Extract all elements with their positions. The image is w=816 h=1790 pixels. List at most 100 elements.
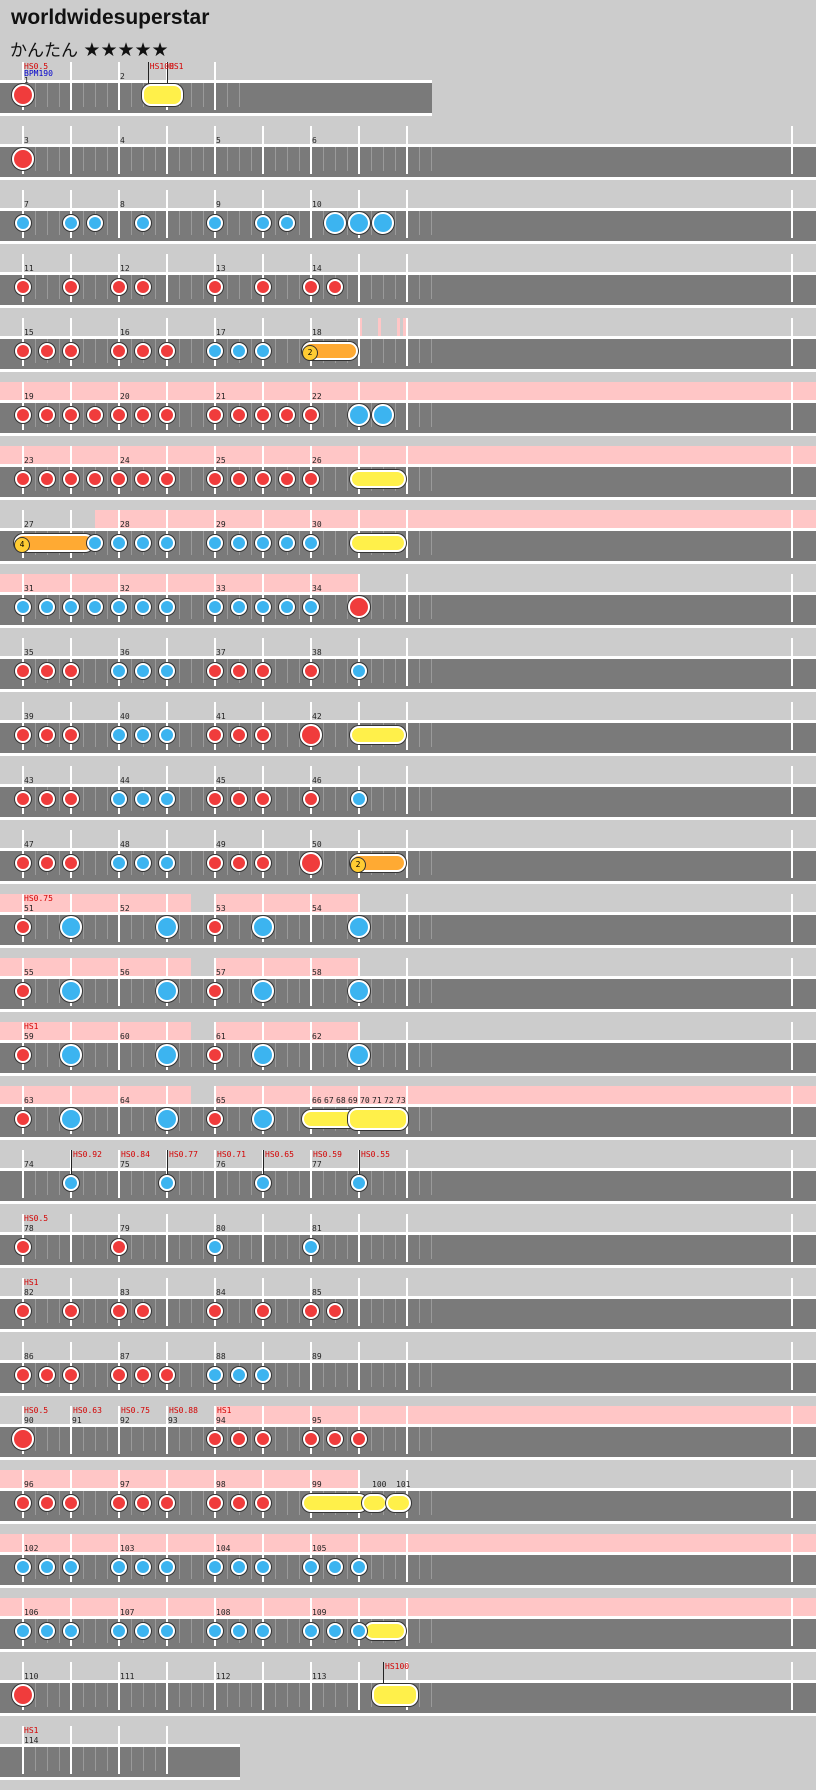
measure-number: 56 [120,968,130,977]
don-note [303,407,319,423]
lane-track [0,912,816,948]
measure-number: 84 [216,1288,226,1297]
beat-line [299,147,300,171]
drumroll [302,1494,368,1512]
barline [406,1598,408,1646]
beat-line [203,403,204,427]
barline [358,638,360,686]
barline [70,574,72,622]
beat-line [131,723,132,747]
beat-line [83,1107,84,1131]
beat-line [95,1683,96,1707]
beat-line [59,1491,60,1515]
beat-line [35,147,36,171]
beat-line [371,1171,372,1195]
lane-track [0,80,432,116]
beat-line [35,1427,36,1451]
beat-line [143,1427,144,1451]
barline [310,894,312,942]
measure-number: 49 [216,840,226,849]
measure-number: 17 [216,328,226,337]
barline [791,766,793,814]
beat-line [431,1683,432,1707]
beat-line [35,83,36,107]
measure-number: 47 [24,840,34,849]
don-note [159,471,175,487]
barline [214,1150,216,1198]
beat-line [179,1619,180,1643]
barline [118,958,120,1006]
beat-line [203,211,204,235]
drumroll [350,470,407,488]
beat-line [83,979,84,1003]
beat-line [131,147,132,171]
barline [70,62,72,110]
beat-line [143,979,144,1003]
beat-line [155,723,156,747]
beat-line [107,1555,108,1579]
beat-line [419,979,420,1003]
don-note [207,791,223,807]
beat-line [275,595,276,619]
beat-line [107,1427,108,1451]
ka-note [135,727,151,743]
ka-note [15,1623,31,1639]
chart-row: 106 107 108 109 [0,1598,816,1662]
beat-line [323,1235,324,1259]
don-note [39,343,55,359]
barline [791,958,793,1006]
barline [406,766,408,814]
beat-line [431,723,432,747]
barline [214,830,216,878]
beat-line [95,659,96,683]
beat-line [203,1107,204,1131]
beat-line [203,787,204,811]
speed-change-label: HS0.88 [169,1406,198,1415]
measure-number: 100 [372,1480,387,1489]
ka-note [207,215,223,231]
beat-line [59,723,60,747]
beat-line [431,979,432,1003]
measure-number: 2 [120,72,125,81]
beat-line [155,1171,156,1195]
barline [406,1342,408,1390]
beat-line [227,1107,228,1131]
measure-number: 107 [120,1608,135,1617]
barline [118,574,120,622]
beat-line [83,1043,84,1067]
beat-line [335,531,336,555]
don-note [39,791,55,807]
barline [310,1598,312,1646]
beat-line [419,211,420,235]
beat-line [107,723,108,747]
don-note [207,663,223,679]
gogo-band [215,958,359,978]
scroll-speed-label: HS1 [24,1022,39,1031]
beat-line [299,1107,300,1131]
don-note [303,279,319,295]
beat-line [251,275,252,299]
speed-change-label: HS0.63 [73,1406,102,1415]
scroll-speed-label: HS1 [24,1278,39,1287]
barline [118,1406,120,1454]
ka-note [135,855,151,871]
beat-line [191,403,192,427]
barline [310,1278,312,1326]
lane-track [0,1104,816,1140]
barline [358,1534,360,1582]
beat-line [275,339,276,363]
barline [214,510,216,558]
barline [70,1662,72,1710]
barline [166,254,168,302]
measure-number: 51 [24,904,34,913]
barline [22,1342,24,1390]
don-note [63,663,79,679]
gogo-band [0,1598,816,1618]
beat-line [371,979,372,1003]
beat-line [275,979,276,1003]
barline [166,126,168,174]
measure-number: 67 [324,1096,334,1105]
beat-line [35,275,36,299]
beat-line [191,339,192,363]
beat-line [95,339,96,363]
